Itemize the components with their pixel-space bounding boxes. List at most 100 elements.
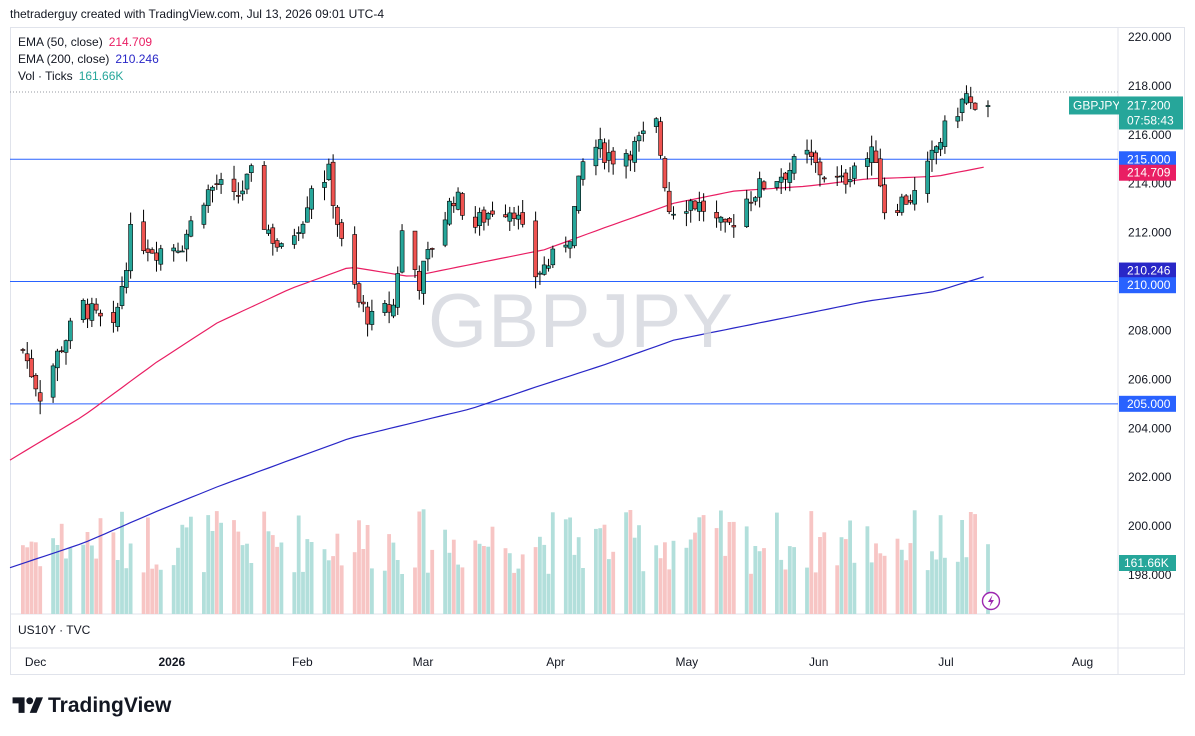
volume-bar xyxy=(158,569,163,614)
volume-bar xyxy=(81,544,86,614)
candle-body xyxy=(154,252,159,261)
volume-bar xyxy=(809,511,814,614)
volume-bar xyxy=(447,552,452,614)
time-axis-label: Feb xyxy=(292,655,313,669)
candle-body xyxy=(908,200,913,203)
volume-bar xyxy=(171,565,176,614)
volume-bar xyxy=(305,539,310,614)
price-tag-value: 205.000 xyxy=(1127,397,1171,411)
volume-bar xyxy=(792,547,796,614)
volume-bar xyxy=(370,568,374,614)
candle-body xyxy=(895,210,900,213)
legend-volume[interactable]: Vol · Ticks 161.66K xyxy=(18,69,123,83)
volume-bar xyxy=(697,517,702,614)
candle-body xyxy=(184,233,189,250)
volume-bar xyxy=(611,551,616,614)
volume-bar xyxy=(624,512,628,614)
candle-body xyxy=(839,175,844,178)
volume-bar xyxy=(486,546,491,614)
candle-body xyxy=(606,152,612,161)
sub-pane-label: US10Y · TVC xyxy=(18,623,91,637)
candle-body xyxy=(80,299,86,320)
candle-body xyxy=(912,190,918,205)
symbol-watermark: GBPJPY xyxy=(428,279,734,364)
volume-bar xyxy=(912,510,917,614)
symbol-tag-label: GBPJPY xyxy=(1073,98,1120,112)
candle-body xyxy=(550,248,556,266)
volume-bar xyxy=(607,559,611,614)
volume-bar xyxy=(21,545,25,614)
candle-body xyxy=(37,392,43,402)
candle-body xyxy=(188,220,194,237)
volume-bar xyxy=(667,569,672,614)
candle-body xyxy=(563,244,569,248)
volume-bar xyxy=(520,554,525,614)
candle-body xyxy=(808,151,814,157)
price-axis-label: 206.000 xyxy=(1128,372,1172,386)
volume-bar xyxy=(878,553,883,614)
candle-body xyxy=(722,218,728,223)
price-axis-label: 198.000 xyxy=(1128,568,1172,582)
candle-body xyxy=(63,340,69,353)
time-axis-label: Jul xyxy=(938,655,953,669)
candle-body xyxy=(68,320,73,342)
volume-bar xyxy=(757,551,762,614)
volume-bar xyxy=(602,524,607,614)
volume-bar xyxy=(632,537,637,614)
price-tag-value: 210.246 xyxy=(1127,264,1171,278)
candle-body xyxy=(640,130,646,134)
legend-volume-value: 161.66K xyxy=(78,69,124,83)
candle-body xyxy=(296,232,302,234)
candle-body xyxy=(261,165,267,230)
volume-bar xyxy=(240,545,245,614)
volume-bar xyxy=(219,522,223,614)
volume-bar xyxy=(154,564,159,614)
volume-bar xyxy=(309,542,314,614)
candle-body xyxy=(442,219,448,246)
tradingview-brand: TradingView xyxy=(12,694,171,718)
candle-body xyxy=(93,303,99,311)
candle-body xyxy=(55,350,60,369)
volume-bar xyxy=(908,543,913,614)
volume-bar xyxy=(296,515,301,614)
legend-ema200-value: 210.246 xyxy=(115,52,159,66)
candle-body xyxy=(218,179,224,185)
volume-bar xyxy=(671,540,676,614)
candle-body xyxy=(541,264,547,275)
candle-body xyxy=(852,165,857,179)
legend-ema200[interactable]: EMA (200, close) 210.246 xyxy=(18,52,159,66)
volume-bar xyxy=(852,562,857,614)
volume-bar xyxy=(934,559,939,614)
volume-bar xyxy=(85,532,90,614)
candle-body xyxy=(330,161,336,206)
candle-body xyxy=(339,222,345,239)
candle-body xyxy=(684,211,689,214)
volume-bar xyxy=(874,543,878,614)
candle-body xyxy=(481,209,487,223)
volume-bar xyxy=(818,537,822,614)
legend-ema50[interactable]: EMA (50, close) 214.709 xyxy=(18,35,152,49)
volume-bar xyxy=(865,526,870,614)
candle-body xyxy=(503,214,508,218)
volume-bar xyxy=(568,517,572,614)
candle-body xyxy=(279,243,284,247)
legend-ema200-label: EMA (200, close) xyxy=(18,52,110,66)
last-price-tag xyxy=(1119,96,1183,130)
legend-ema50-label: EMA (50, close) xyxy=(18,35,103,49)
volume-bar xyxy=(64,558,68,614)
volume-bar xyxy=(563,519,568,614)
candle-body xyxy=(507,212,513,222)
candle-body xyxy=(877,158,883,187)
price-tag-value: 210.000 xyxy=(1127,278,1171,292)
volume-bar xyxy=(301,571,305,614)
volume-bar xyxy=(882,555,887,614)
candle-body xyxy=(955,116,961,122)
candle-body xyxy=(628,154,633,161)
candle-body xyxy=(352,234,358,285)
candle-body xyxy=(124,270,129,288)
candle-body xyxy=(899,196,905,213)
candle-body xyxy=(369,310,375,325)
candle-body xyxy=(244,173,250,190)
volume-bar xyxy=(128,543,133,614)
